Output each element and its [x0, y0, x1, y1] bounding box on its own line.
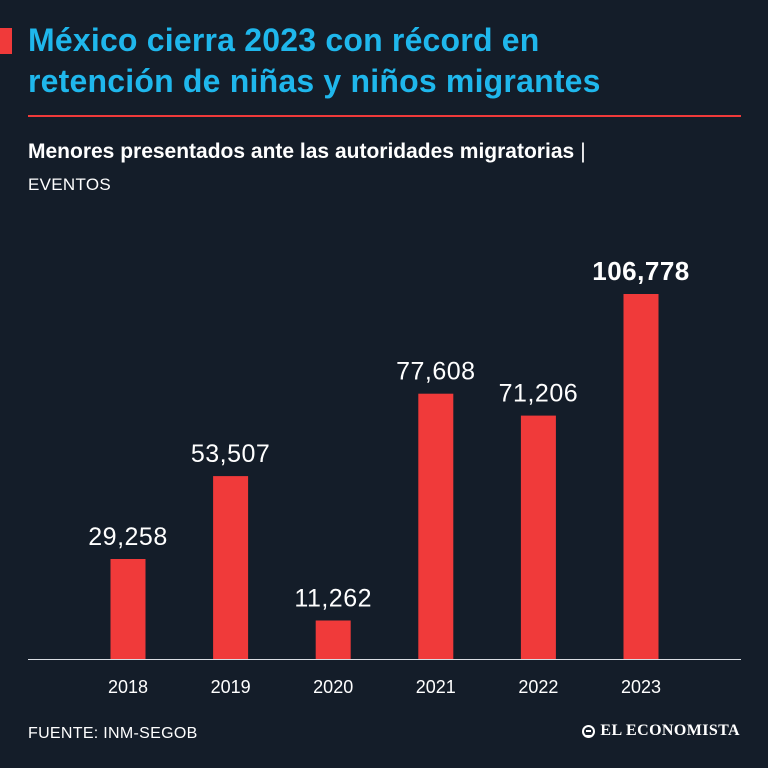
chart-title: México cierra 2023 con récord en retenci…	[28, 20, 748, 102]
bar-2020	[315, 620, 351, 659]
x-tick-label-2022: 2022	[518, 677, 558, 697]
globe-icon	[582, 724, 596, 738]
value-label-2023: 106,778	[592, 256, 689, 286]
title-divider	[28, 115, 741, 117]
labels-group: 29,258 2018 53,507 2019 11,262 2020 77,608 2021…	[88, 256, 689, 697]
x-tick-label-2023: 2023	[621, 677, 661, 697]
bars-group	[110, 294, 659, 659]
bar-2023	[623, 294, 659, 659]
x-tick-label-2021: 2021	[416, 677, 456, 697]
source-note: FUENTE: INM-SEGOB	[28, 725, 198, 742]
bar-2019	[213, 476, 249, 659]
x-tick-label-2019: 2019	[211, 677, 251, 697]
subtitle-separator: |	[580, 140, 586, 163]
value-label-2020: 11,262	[294, 585, 372, 613]
brand-logo: EL ECONOMISTA	[582, 722, 740, 740]
value-label-2022: 71,206	[499, 380, 578, 408]
x-tick-label-2018: 2018	[108, 677, 148, 697]
value-label-2021: 77,608	[396, 358, 475, 386]
x-tick-label-2020: 2020	[313, 677, 353, 697]
value-label-2018: 29,258	[88, 523, 167, 551]
title-line-2: retención de niñas y niños migrantes	[28, 63, 601, 99]
bar-2021	[418, 393, 454, 659]
title-accent-bar	[0, 28, 12, 54]
brand-name: EL ECONOMISTA	[600, 722, 740, 739]
bar-2022	[520, 415, 556, 659]
value-label-2019: 53,507	[191, 440, 270, 468]
chart-subtitle: Menores presentados ante las autoridades…	[28, 139, 586, 165]
subtitle-text: Menores presentados ante las autoridades…	[28, 140, 575, 163]
title-line-1: México cierra 2023 con récord en	[28, 22, 540, 58]
bar-2018	[110, 559, 146, 659]
unit-label: EVENTOS	[28, 175, 112, 194]
